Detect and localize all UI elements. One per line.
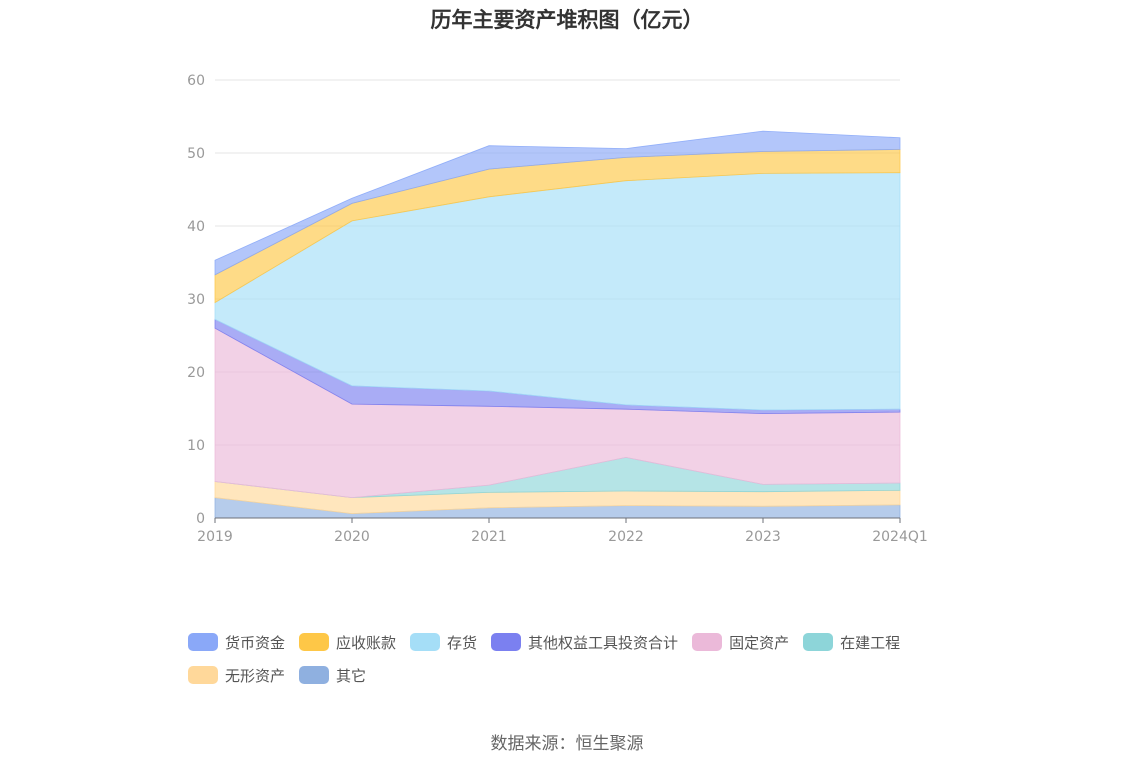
data-source: 数据来源：恒生聚源 [490,734,644,754]
legend-item[interactable]: 其他权益工具投资合计 [491,630,678,654]
legend-item[interactable]: 存货 [410,630,477,654]
legend-label: 无形资产 [225,666,286,685]
legend-swatch [188,633,218,651]
legend-swatch [692,633,723,651]
legend-swatch [803,633,834,651]
y-tick-label: 20 [187,365,205,381]
legend-label: 其他权益工具投资合计 [528,633,679,652]
legend-swatch [188,666,218,684]
y-tick-label: 60 [187,73,205,89]
area-series [214,130,901,519]
x-tick-label: 2021 [471,529,507,545]
legend-label: 存货 [447,633,478,652]
x-tick-label: 2020 [334,529,370,545]
legend-item[interactable]: 货币资金 [188,630,285,654]
legend-item[interactable]: 无形资产 [188,663,285,687]
x-tick-label: 2022 [608,529,644,545]
y-tick-label: 30 [187,292,205,308]
area-series-货币资金 [214,130,901,276]
legend-label: 其它 [336,666,367,685]
legend-swatch [491,633,522,651]
legend-item[interactable]: 固定资产 [692,630,789,654]
legend-label: 应收账款 [336,633,397,652]
legend-swatch [299,633,330,651]
y-tick-label: 40 [187,219,205,235]
y-tick-label: 10 [187,438,205,454]
legend-label: 在建工程 [840,633,901,652]
chart-title: 历年主要资产堆积图（亿元） [430,8,704,32]
y-tick-label: 50 [187,146,205,162]
x-tick-label: 2024Q1 [872,529,928,545]
y-tick-label: 0 [196,511,205,527]
legend-item[interactable]: 应收账款 [299,630,396,654]
legend-item[interactable]: 在建工程 [803,630,900,654]
legend-item[interactable]: 其它 [299,663,366,687]
legend-swatch [410,633,441,651]
legend-label: 固定资产 [729,633,790,652]
axes: 0 10 20 30 40 50 60 2019 2020 2021 2022 2023 2024Q1 [187,73,928,545]
legend-swatch [299,666,330,684]
x-tick-label: 2019 [197,529,233,545]
legend-label: 货币资金 [225,633,286,652]
legend: 货币资金 应收账款 存货 其他权益工具投资合计 固定资产 在建工程无形资产 其它 [188,630,988,696]
x-tick-label: 2023 [745,529,781,545]
